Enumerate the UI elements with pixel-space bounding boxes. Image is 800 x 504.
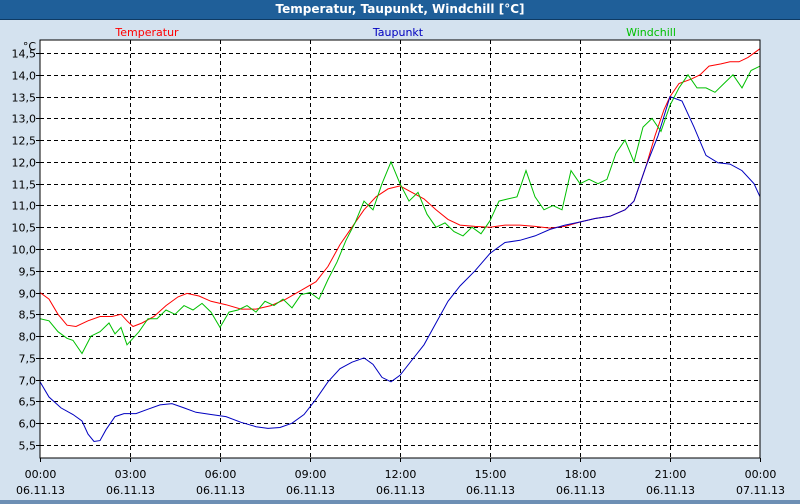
chart-title: Temperatur, Taupunkt, Windchill [°C]	[0, 0, 800, 20]
y-tick-label: 6,5	[19, 396, 37, 409]
x-tick-date-label: 06.11.13	[106, 484, 155, 497]
x-tick-date-label: 06.11.13	[196, 484, 245, 497]
y-tick-label: 11,5	[12, 179, 37, 192]
x-tick-time-label: 15:00	[475, 468, 507, 481]
y-tick-label: 9,5	[19, 266, 37, 279]
chart-area: 5,5 6,0 6,5 7,0 7,5 8,0 8,5 9,0 9,5 10,0 10,5 11,0 1…	[0, 20, 800, 500]
series-line-windchill	[40, 65, 760, 355]
x-tick-time-label: 00:00	[745, 468, 777, 481]
chart-svg: 5,5 6,0 6,5 7,0 7,5 8,0 8,5 9,0 9,5 10,0 10,5 11,0 1…	[12, 26, 785, 497]
y-tick-label: 13,0	[12, 113, 37, 126]
x-tick-time-label: 18:00	[565, 468, 597, 481]
y-tick-label: 7,5	[19, 353, 37, 366]
y-tick-label: 14,0	[12, 70, 37, 83]
series-line-taupunkt	[40, 95, 760, 443]
y-tick-label: 10,0	[12, 244, 37, 257]
x-tick-date-label: 06.11.13	[646, 484, 695, 497]
x-tick-time-label: 03:00	[115, 468, 147, 481]
x-tick-time-label: 21:00	[655, 468, 687, 481]
x-tick-date-label: 06.11.13	[286, 484, 335, 497]
y-tick-label: 13,5	[12, 92, 37, 105]
y-tick-label: 14,5	[12, 48, 37, 61]
x-tick-date-label: 06.11.13	[466, 484, 515, 497]
plot-border	[39, 39, 761, 459]
x-tick-time-label: 00:00	[25, 468, 57, 481]
y-tick-label: 11,0	[12, 200, 37, 213]
y-tick-label: 6,0	[19, 418, 37, 431]
x-tick-date-label: 07.11.13	[736, 484, 785, 497]
y-tick-label: 8,5	[19, 309, 37, 322]
legend-label-temperatur: Temperatur	[114, 26, 179, 39]
y-tick-label: 8,0	[19, 331, 37, 344]
x-tick-time-label: 12:00	[385, 468, 417, 481]
x-tick-date-label: 06.11.13	[556, 484, 605, 497]
series-line-temperatur	[40, 48, 760, 328]
y-tick-label: 7,0	[19, 375, 37, 388]
legend-label-taupunkt: Taupunkt	[372, 26, 424, 39]
x-tick-date-label: 06.11.13	[376, 484, 425, 497]
y-unit-label: °C	[23, 40, 37, 53]
y-tick-label: 9,0	[19, 288, 37, 301]
x-tick-time-label: 06:00	[205, 468, 237, 481]
x-tick-time-label: 09:00	[295, 468, 327, 481]
y-tick-label: 5,5	[19, 440, 37, 453]
y-tick-label: 12,5	[12, 135, 37, 148]
y-tick-label: 12,0	[12, 157, 37, 170]
x-tick-date-label: 06.11.13	[16, 484, 65, 497]
y-tick-label: 10,5	[12, 222, 37, 235]
legend-label-windchill: Windchill	[626, 26, 676, 39]
